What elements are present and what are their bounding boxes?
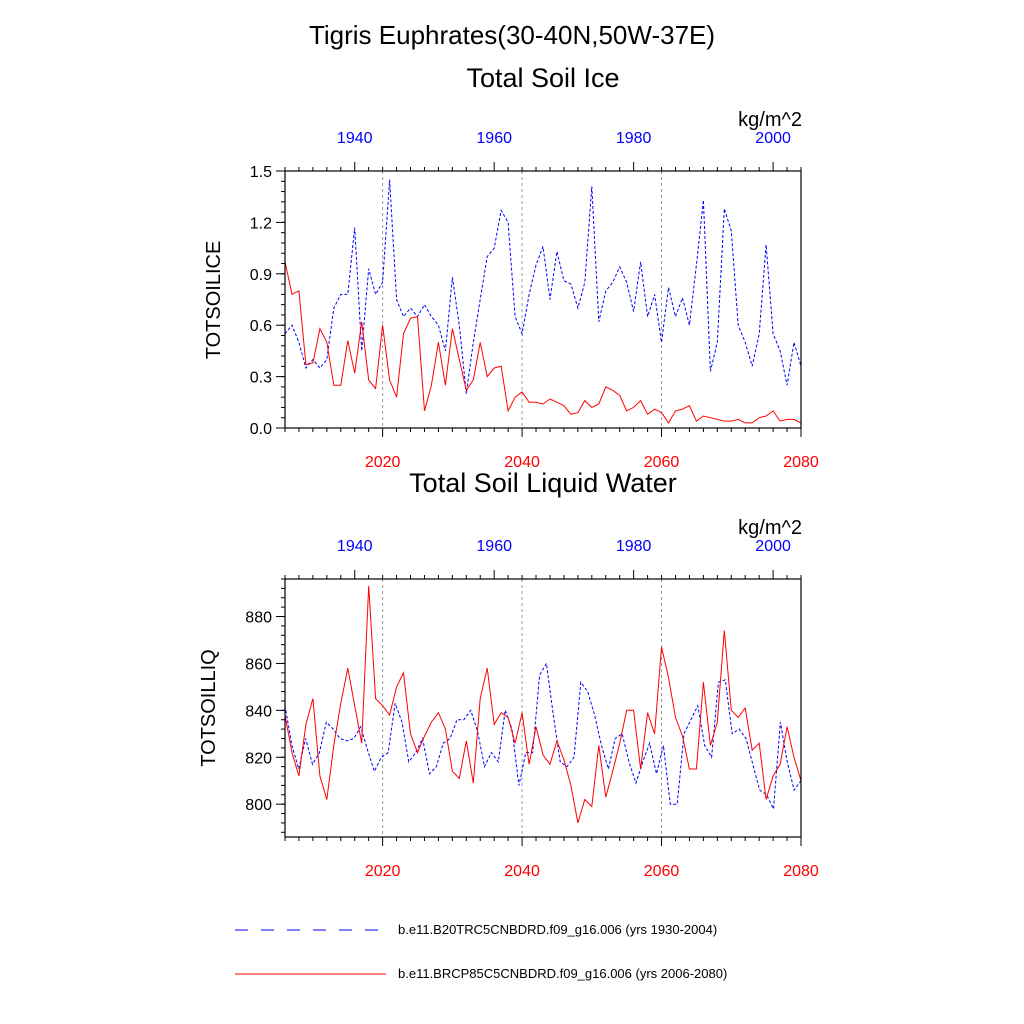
plot-frame: [284, 578, 802, 838]
y-tick-label: 0.0: [250, 421, 272, 438]
y-tick-label: 1.2: [250, 215, 272, 232]
x-bottom-tick-label: 2060: [644, 454, 680, 471]
legend-label-future: b.e11.BRCP85C5CNBDRD.f09_g16.006 (yrs 20…: [398, 966, 727, 981]
x-bottom-tick-label: 2040: [504, 863, 540, 880]
y-tick-label: 800: [245, 797, 272, 814]
plot-frame: [284, 170, 802, 429]
x-bottom-tick-label: 2020: [365, 454, 401, 471]
y-tick-label: 0.9: [250, 267, 272, 284]
x-top-tick-label: 2000: [755, 538, 791, 555]
units-label: kg/m^2: [738, 109, 802, 131]
x-bottom-tick-label: 2060: [644, 863, 680, 880]
series-line-future: [285, 261, 801, 424]
panel-soil-liquid: Total Soil Liquid Water kg/m^2 TOTSOILLI…: [198, 468, 819, 880]
legend-label-historical: b.e11.B20TRC5CNBDRD.f09_g16.006 (yrs 193…: [398, 922, 717, 937]
y-tick-label: 820: [245, 750, 272, 767]
x-bottom-tick-label: 2020: [365, 863, 401, 880]
series-line-historical: [285, 661, 801, 811]
x-bottom-tick-label: 2080: [783, 863, 819, 880]
y-tick-label: 860: [245, 656, 272, 673]
x-top-tick-label: 1940: [337, 538, 373, 555]
legend: b.e11.B20TRC5CNBDRD.f09_g16.006 (yrs 193…: [235, 922, 727, 981]
x-top-tick-label: 1980: [616, 538, 652, 555]
y-tick-label: 1.5: [250, 164, 272, 181]
panel-title: Total Soil Ice: [466, 63, 619, 93]
y-tick-label: 0.6: [250, 318, 272, 335]
series-line-historical: [285, 179, 801, 394]
y-axis-label: TOTSOILLIQ: [198, 649, 220, 766]
units-label: kg/m^2: [738, 517, 802, 539]
panel-title: Total Soil Liquid Water: [409, 468, 677, 498]
x-bottom-tick-label: 2040: [504, 454, 540, 471]
plot-area: 0.0 0.3 0.6 0.9 1.2 1.5 2020 2040 2060 2080 1940 19…: [250, 130, 819, 471]
y-tick-label: 880: [245, 610, 272, 627]
x-top-tick-label: 1960: [476, 130, 512, 147]
x-top-tick-label: 1960: [476, 538, 512, 555]
panel-soil-ice: Total Soil Ice kg/m^2 TOTSOILICE 0.00.30…: [203, 63, 819, 471]
x-top-tick-label: 1980: [616, 130, 652, 147]
main-title: Tigris Euphrates(30-40N,50W-37E): [309, 20, 715, 50]
series-line-future: [285, 585, 801, 824]
x-top-tick-label: 2000: [755, 130, 791, 147]
y-tick-label: 0.3: [250, 370, 272, 387]
y-tick-label: 840: [245, 703, 272, 720]
x-top-tick-label: 1940: [337, 130, 373, 147]
x-bottom-tick-label: 2080: [783, 454, 819, 471]
y-axis-label: TOTSOILICE: [203, 241, 225, 360]
plot-area: 800 820 840 860 880 2020 2040 2060 2080 1940 1960 1…: [245, 538, 819, 880]
